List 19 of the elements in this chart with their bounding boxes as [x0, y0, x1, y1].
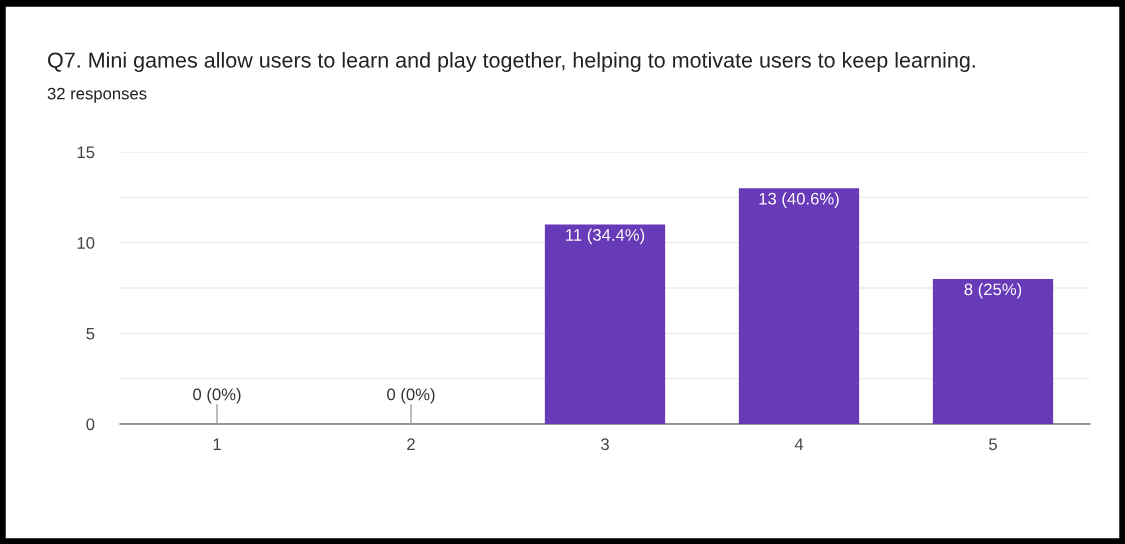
data-label: 11 (34.4%)	[566, 228, 645, 245]
y-tick-label: 15	[77, 146, 95, 159]
y-tick-label: 0	[86, 418, 95, 431]
chart-subtitle: 32 responses	[47, 87, 147, 103]
x-tick-label: 1	[213, 438, 221, 450]
data-label: 13 (40.6%)	[759, 192, 839, 208]
y-tick-label: 5	[86, 327, 95, 340]
data-label: 0 (0%)	[193, 388, 241, 404]
x-tick-label: 2	[407, 438, 415, 450]
bar	[738, 188, 860, 424]
data-label: 0 (0%)	[387, 388, 435, 404]
chart-title: Q7. Mini games allow users to learn and play together, helping to motivate users to keep learning.	[48, 51, 975, 73]
x-tick-label: 4	[794, 438, 804, 450]
data-label: 8 (25%)	[964, 283, 1022, 299]
y-tick-label: 10	[77, 237, 95, 249]
bar	[544, 224, 666, 424]
bar	[932, 278, 1054, 424]
x-tick-label: 5	[989, 438, 997, 451]
x-tick-label: 3	[601, 438, 609, 451]
